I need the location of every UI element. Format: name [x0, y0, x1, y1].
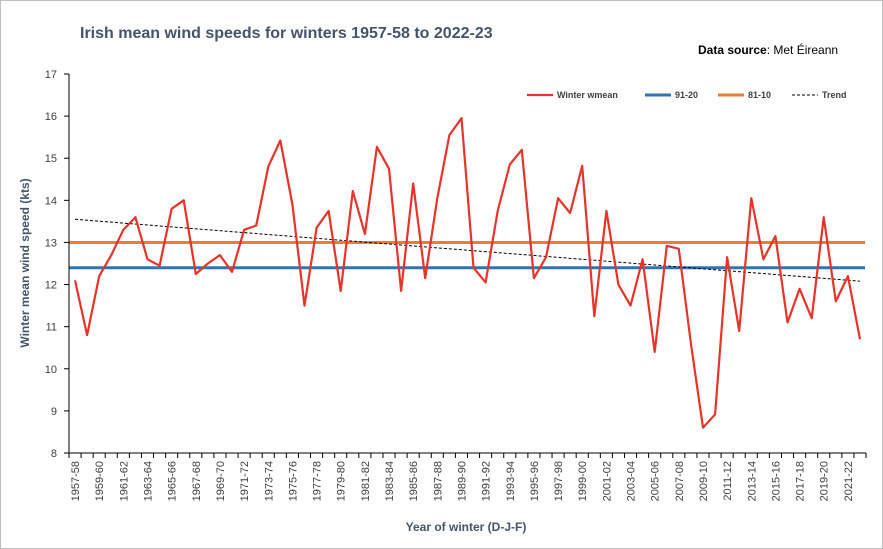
x-tick-label: 2009-10 [698, 461, 710, 501]
series-group [69, 117, 865, 429]
y-tick-label: 9 [51, 406, 57, 418]
y-tick-label: 17 [45, 69, 57, 81]
y-axis-title: Winter mean wind speed (kts) [18, 178, 32, 347]
x-tick-label: 2015-16 [770, 461, 782, 501]
data-source: Data source: Met Éireann [698, 43, 838, 57]
data-source-value: : Met Éireann [766, 43, 839, 57]
x-tick-label: 1959-60 [94, 461, 106, 501]
series-winter-wmean-line [73, 117, 862, 429]
data-source-label: Data source [698, 43, 767, 57]
x-tick-label: 1985-86 [408, 461, 420, 501]
x-tick-label: 1989-90 [456, 461, 468, 501]
legend-label: Trend [822, 90, 847, 100]
x-tick-label: 2021-22 [843, 461, 855, 501]
x-tick-label: 1957-58 [70, 461, 82, 501]
y-tick-label: 8 [51, 448, 57, 460]
x-tick-label: 1961-62 [118, 461, 130, 501]
chart-title: Irish mean wind speeds for winters 1957-… [80, 25, 493, 42]
legend-label: Winter wmean [557, 90, 618, 100]
x-tick-label: 1995-96 [529, 461, 541, 501]
y-tick-label: 12 [45, 280, 57, 292]
x-tick-label: 1983-84 [384, 461, 396, 501]
x-tick-label: 1975-76 [287, 461, 299, 501]
x-tick-label: 2019-20 [819, 461, 831, 501]
axes [68, 74, 866, 454]
y-tick-label: 13 [45, 237, 57, 249]
y-tick-label: 16 [45, 111, 57, 123]
x-tick-label: 1999-00 [577, 461, 589, 501]
x-tick-label: 2011-12 [722, 461, 734, 501]
x-tick-label: 1969-70 [215, 461, 227, 501]
x-tick-label: 1963-64 [142, 461, 154, 501]
y-axis-ticks: 8 9 10 11 12 13 14 15 16 17 [45, 69, 69, 460]
y-tick-label: 11 [46, 322, 57, 334]
x-tick-label: 1977-78 [312, 461, 324, 501]
x-axis-ticks: 1957-58 1959-60 1961-62 1963-64 1965-66 1967-… [68, 453, 867, 501]
x-tick-label: 2001-02 [601, 461, 613, 501]
x-tick-label: 1981-82 [360, 461, 372, 501]
y-tick-label: 15 [45, 153, 57, 165]
x-axis-title: Year of winter (D-J-F) [406, 520, 527, 534]
legend-label: 81-10 [748, 90, 771, 100]
legend-label: 91-20 [675, 90, 698, 100]
x-tick-label: 1997-98 [553, 461, 565, 501]
y-tick-label: 14 [45, 195, 57, 207]
x-tick-label: 2005-06 [650, 461, 662, 501]
x-tick-label: 2017-18 [795, 461, 807, 501]
y-tick-label: 10 [45, 364, 57, 376]
x-tick-label: 1979-80 [336, 461, 348, 501]
x-tick-label: 2003-04 [626, 461, 638, 501]
x-tick-label: 2013-14 [746, 461, 758, 501]
x-tick-label: 1973-74 [263, 461, 275, 501]
x-tick-label: 1967-68 [191, 461, 203, 501]
x-tick-label: 1991-92 [481, 461, 493, 501]
x-tick-label: 1965-66 [167, 461, 179, 501]
x-tick-label: 1993-94 [505, 461, 517, 501]
legend: Winter wmean 91-20 81-10 Trend [527, 90, 847, 100]
x-tick-label: 1987-88 [432, 461, 444, 501]
x-tick-label: 1971-72 [239, 461, 251, 501]
x-tick-label: 2007-08 [674, 461, 686, 501]
